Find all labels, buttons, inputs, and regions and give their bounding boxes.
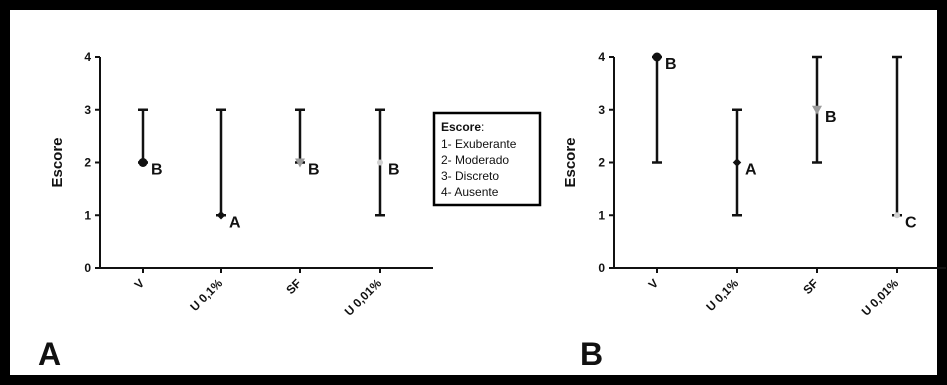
chart-panel-a: 0 1 2 3 4 Escore V B U 0,1% A SF B U 0,01% B A bbox=[38, 50, 433, 372]
panel-label: A bbox=[38, 336, 61, 372]
y-tick-label: 3 bbox=[598, 103, 605, 117]
group-letter: B bbox=[825, 109, 837, 126]
median-marker bbox=[377, 159, 383, 166]
median-marker bbox=[652, 52, 662, 62]
legend-item: 2- Moderado bbox=[441, 153, 509, 167]
y-tick-label: 0 bbox=[84, 261, 91, 275]
x-tick-label: V bbox=[132, 276, 148, 292]
legend-item: 1- Exuberante bbox=[441, 137, 517, 151]
x-tick-label: U 0,01% bbox=[342, 276, 385, 319]
group-letter: B bbox=[388, 162, 400, 179]
group-letter: B bbox=[665, 56, 677, 73]
legend-box bbox=[432, 111, 542, 207]
x-tick-label: SF bbox=[283, 276, 304, 297]
y-tick-label: 3 bbox=[84, 103, 91, 117]
legend: Escore: 1- Exuberante 2- Moderado 3- Dis… bbox=[432, 111, 542, 207]
y-tick-label: 0 bbox=[598, 261, 605, 275]
median-marker bbox=[732, 158, 742, 167]
y-tick-label: 4 bbox=[598, 50, 605, 64]
median-marker bbox=[138, 158, 148, 167]
x-tick-label: V bbox=[646, 276, 662, 292]
legend-item: 3- Discreto bbox=[441, 169, 499, 183]
group-letter: A bbox=[745, 162, 757, 179]
x-tick-label: U 0,1% bbox=[187, 276, 225, 314]
x-tick-label: U 0,1% bbox=[703, 276, 741, 314]
y-tick-label: 1 bbox=[598, 208, 605, 222]
y-axis-label: Escore bbox=[49, 137, 66, 187]
legend-title: Escore: bbox=[441, 120, 484, 134]
median-marker bbox=[812, 105, 822, 115]
group-letter: B bbox=[308, 162, 320, 179]
group-letter: A bbox=[229, 214, 241, 231]
y-axis-label: Escore bbox=[562, 137, 579, 187]
panel-label: B bbox=[580, 336, 603, 372]
y-tick-label: 1 bbox=[84, 208, 91, 222]
y-tick-label: 4 bbox=[84, 50, 91, 64]
y-tick-label: 2 bbox=[84, 156, 91, 170]
median-marker bbox=[295, 158, 305, 168]
x-tick-label: SF bbox=[800, 276, 821, 297]
chart-panel-b: 0 1 2 3 4 Escore V B U 0,1% A SF B U 0,01% C B bbox=[562, 50, 946, 372]
y-tick-label: 2 bbox=[598, 156, 605, 170]
x-tick-label: U 0,01% bbox=[859, 276, 902, 319]
group-letter: C bbox=[905, 214, 917, 231]
median-marker bbox=[216, 211, 226, 220]
median-marker bbox=[894, 212, 900, 219]
group-letter: B bbox=[151, 162, 163, 179]
legend-item: 4- Ausente bbox=[441, 185, 499, 199]
